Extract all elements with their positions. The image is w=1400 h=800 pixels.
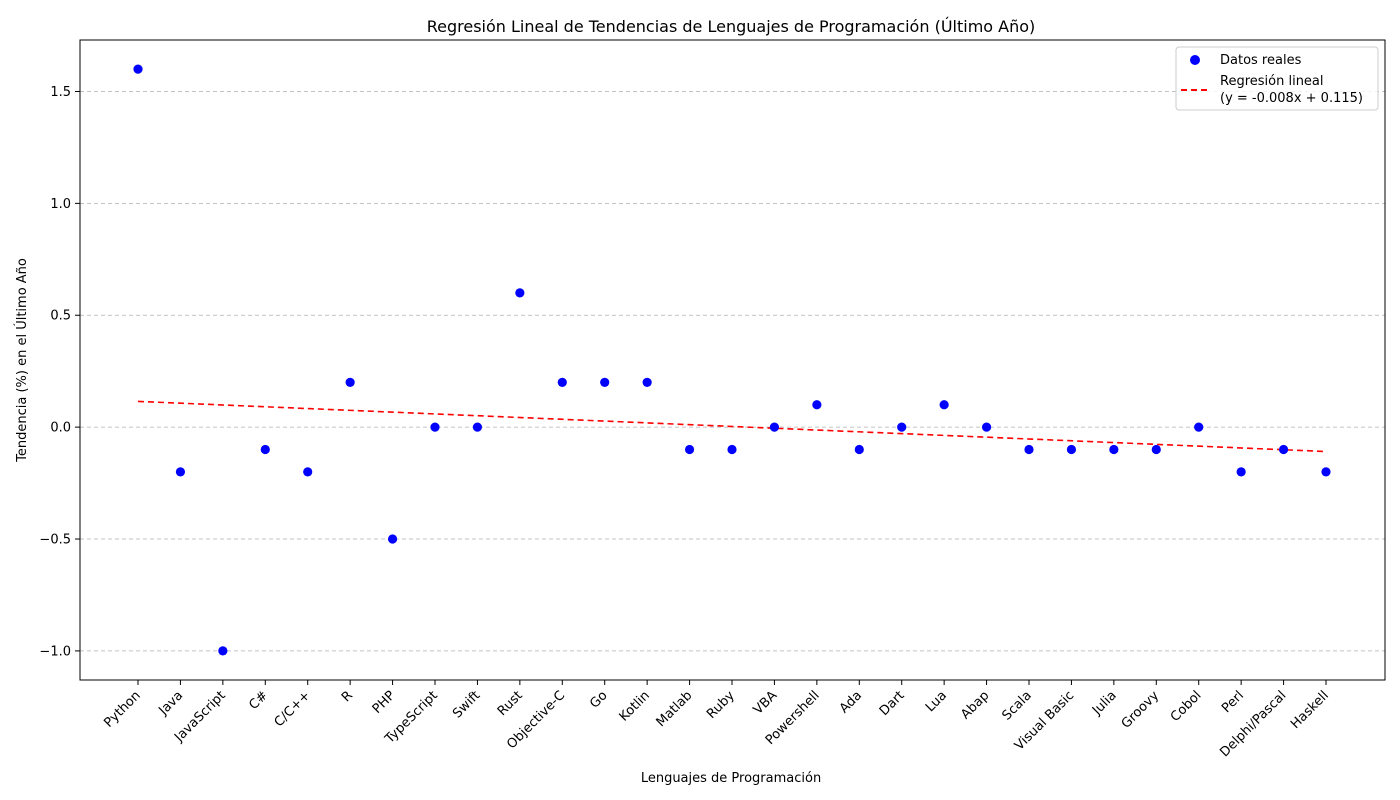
y-axis-label: Tendencia (%) en el Último Año bbox=[14, 258, 30, 463]
data-point bbox=[854, 444, 864, 455]
legend: Datos reales Regresión lineal (y = -0.00… bbox=[1175, 46, 1379, 111]
regression-line bbox=[137, 400, 1327, 453]
data-point bbox=[1278, 444, 1289, 455]
data-point bbox=[1066, 444, 1077, 455]
legend-box bbox=[1175, 46, 1379, 111]
legend-marker-scatter bbox=[1190, 55, 1200, 65]
data-point bbox=[345, 377, 355, 387]
data-point bbox=[133, 64, 143, 74]
data-point bbox=[515, 288, 525, 298]
data-point bbox=[727, 444, 737, 455]
chart-title: Regresión Lineal de Tendencias de Lengua… bbox=[427, 17, 1036, 36]
data-point bbox=[260, 444, 270, 455]
data-point bbox=[472, 422, 483, 432]
legend-label-equation: (y = -0.008x + 0.115) bbox=[1220, 91, 1363, 106]
legend-label-datos-reales: Datos reales bbox=[1220, 53, 1302, 68]
y-tick-label: −0.5 bbox=[39, 533, 71, 548]
data-point bbox=[897, 422, 907, 432]
scatter-points bbox=[133, 64, 1331, 656]
y-tick-label: 1.0 bbox=[50, 197, 71, 212]
data-point bbox=[1109, 444, 1119, 455]
data-point bbox=[1194, 422, 1204, 432]
data-point bbox=[430, 422, 440, 432]
data-point bbox=[1024, 444, 1034, 455]
data-point bbox=[812, 400, 822, 410]
y-tick-label: 0.0 bbox=[50, 421, 71, 436]
data-point bbox=[939, 400, 949, 410]
data-point bbox=[303, 467, 313, 477]
data-point bbox=[387, 534, 398, 544]
data-point bbox=[218, 646, 228, 656]
data-point bbox=[1321, 467, 1331, 477]
data-point bbox=[769, 422, 780, 432]
y-tick-label: 1.5 bbox=[50, 85, 71, 100]
data-point bbox=[684, 444, 695, 455]
data-point bbox=[600, 377, 610, 387]
data-point bbox=[1151, 444, 1161, 455]
y-tick-label: 0.5 bbox=[50, 309, 71, 324]
y-axis: −1.0 −0.5 0.0 0.5 1.0 1.5 bbox=[39, 85, 80, 659]
data-point bbox=[981, 422, 992, 432]
x-axis-label: Lenguajes de Programación bbox=[641, 771, 821, 786]
data-point bbox=[1236, 467, 1246, 477]
data-point bbox=[642, 377, 652, 387]
data-point bbox=[557, 377, 567, 387]
y-tick-label: −1.0 bbox=[39, 644, 71, 659]
legend-label-regresion: Regresión lineal bbox=[1220, 74, 1324, 89]
regression-line-layer bbox=[137, 400, 1327, 453]
data-point bbox=[175, 467, 186, 477]
